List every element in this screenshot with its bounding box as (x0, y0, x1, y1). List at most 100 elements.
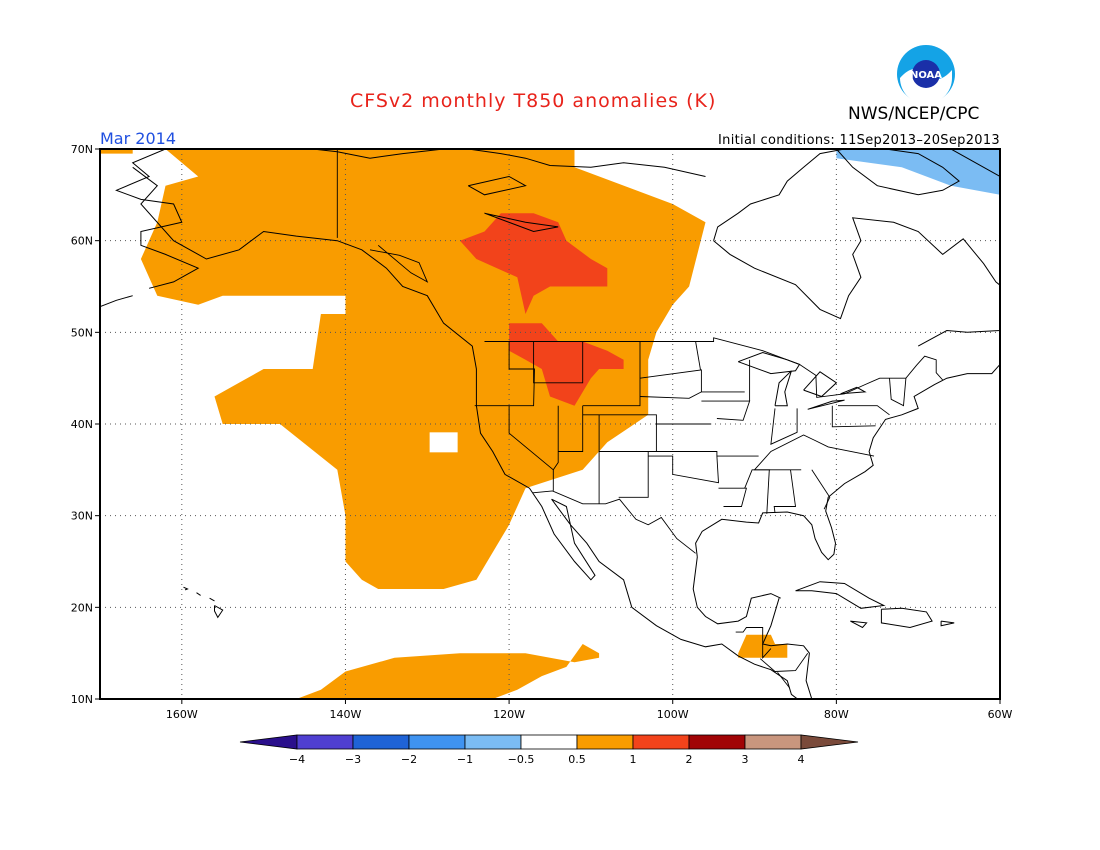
colorbar-segment (688, 734, 746, 750)
coastline-segment (695, 364, 1000, 561)
political-border (831, 405, 876, 428)
map-title: CFSv2 monthly T850 anomalies (K) (350, 90, 717, 112)
noaa-logo-text: NOAA (910, 70, 942, 81)
coastline-segment (807, 399, 845, 410)
valid-period-label: Mar 2014 (100, 129, 176, 148)
political-border (552, 405, 559, 471)
colorbar-segment (744, 734, 802, 750)
colorbar: −4 −3 −2 −1 −0.5 0.5 1 2 3 4 (239, 734, 859, 766)
lon-label: 120W (493, 708, 525, 721)
coastline-segment (196, 592, 201, 596)
coastline-segment (132, 166, 799, 699)
colorbar-segment (352, 734, 410, 750)
colorbar-segment (408, 734, 466, 750)
political-border (532, 490, 696, 554)
coastline-segment (100, 295, 133, 308)
lat-label: 50N (71, 326, 93, 339)
coastline-segment (950, 149, 1000, 177)
colorbar-label: −0.5 (508, 753, 535, 766)
longitude-labels: 160W 140W 120W 100W 80W 60W (166, 699, 1013, 721)
cold-anomaly-region (836, 149, 1000, 195)
colorbar-label: −4 (289, 753, 305, 766)
lon-label: 160W (166, 708, 198, 721)
coastline-segment (840, 386, 867, 395)
political-border (558, 405, 584, 452)
coastline-segment (761, 598, 813, 699)
colorbar-label: −1 (457, 753, 473, 766)
lat-label: 40N (71, 418, 93, 431)
colorbar-segment (576, 734, 634, 750)
lat-label: 70N (71, 143, 93, 156)
political-border (533, 341, 584, 384)
latitude-labels: 70N 60N 50N 40N 30N 20N 10N (71, 143, 100, 706)
political-border (701, 400, 751, 421)
coastline-segment (880, 607, 933, 629)
coastline-segment (115, 149, 200, 289)
political-border (889, 378, 907, 407)
colorbar-label: 1 (630, 753, 637, 766)
lat-label: 30N (71, 510, 93, 523)
colorbar-label: 4 (798, 753, 805, 766)
lat-label: 20N (71, 601, 93, 614)
political-border (582, 414, 657, 452)
anomaly-region-4 (460, 213, 608, 314)
coastline-segment (183, 586, 189, 591)
coastline-segment (850, 620, 868, 629)
political-border (770, 408, 798, 445)
political-border (648, 451, 719, 484)
colorbar-label: 0.5 (568, 753, 586, 766)
lon-label: 80W (824, 708, 849, 721)
lon-label: 140W (330, 708, 362, 721)
lat-label: 10N (71, 693, 93, 706)
colorbar-segment (520, 734, 578, 750)
initial-conditions-label: Initial conditions: 11Sep2013–20Sep2013 (718, 133, 1000, 148)
political-border (753, 434, 875, 471)
anomaly-gap (429, 432, 458, 453)
coastline-segment (713, 149, 845, 241)
political-border (773, 469, 797, 513)
colorbar-label: 3 (742, 753, 749, 766)
lon-label: 60W (988, 708, 1013, 721)
coastline-segment (692, 556, 781, 625)
colorbar-extend-low (239, 734, 298, 750)
political-border (766, 469, 770, 514)
political-border (369, 244, 429, 283)
political-border (811, 469, 831, 510)
colorbar-label: −3 (345, 753, 361, 766)
noaa-logo-icon: NOAA (897, 45, 955, 104)
colorbar-segment (464, 734, 522, 750)
political-border (777, 672, 791, 689)
coastline-segment (713, 217, 1000, 347)
coastline-segment (484, 212, 559, 233)
lon-label: 100W (657, 708, 689, 721)
coastline-segment (214, 605, 224, 619)
political-border (484, 337, 944, 398)
coastline-segment (803, 371, 838, 398)
coastline-segment (467, 175, 527, 196)
lat-label: 60N (71, 235, 93, 248)
colorbar-extend-high (800, 734, 859, 750)
coastline-segment (795, 581, 886, 609)
political-border (838, 405, 890, 416)
political-border (474, 341, 535, 407)
colorbar-label: −2 (401, 753, 417, 766)
political-border (582, 341, 641, 407)
political-border (718, 487, 747, 507)
coastline-segment (774, 370, 792, 407)
political-border (618, 451, 649, 498)
political-border (695, 341, 701, 370)
coastline-segment (836, 149, 960, 196)
organization-label: NWS/NCEP/CPC (848, 104, 980, 124)
colorbar-segment (296, 734, 354, 750)
colorbar-label: 2 (686, 753, 693, 766)
coastline-segment (940, 620, 955, 627)
coastline-segment (468, 149, 706, 177)
anomaly-fill-layer (100, 149, 1000, 699)
political-border (508, 405, 554, 491)
political-border (735, 627, 772, 659)
anomaly-region-5 (509, 323, 624, 406)
colorbar-segment (632, 734, 690, 750)
anomaly-region-2 (296, 644, 600, 699)
coastline-segment (209, 597, 215, 602)
